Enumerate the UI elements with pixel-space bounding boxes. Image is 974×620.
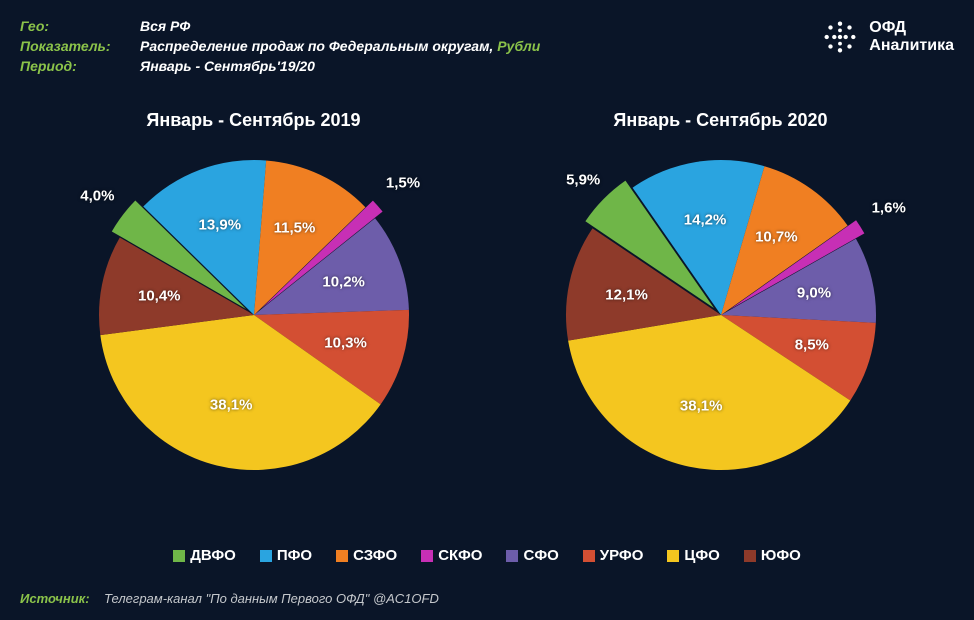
slice-label: 4,0%	[80, 188, 114, 205]
slice-label: 13,9%	[199, 217, 242, 234]
legend-label: ПФО	[277, 547, 312, 564]
legend-swatch	[744, 550, 756, 562]
footer: Источник: Телеграм-канал "По данным Перв…	[20, 591, 439, 606]
header-value: Январь - Сентябрь'19/20	[140, 58, 540, 74]
charts-row: Январь - Сентябрь 2019 4,0% 13,9% 11,5% 1,5%…	[0, 110, 974, 485]
legend-swatch	[173, 550, 185, 562]
header-meta: Гео:Вся РФПоказатель:Распределение прода…	[20, 18, 540, 74]
header-value: Распределение продаж по Федеральным окру…	[140, 38, 540, 54]
chart-title: Январь - Сентябрь 2020	[613, 110, 827, 131]
legend-item: ЦФО	[667, 547, 719, 564]
slice-label: 1,6%	[872, 200, 906, 217]
header-value: Вся РФ	[140, 18, 540, 34]
brand-logo: ОФД Аналитика	[821, 18, 954, 56]
slice-label: 14,2%	[684, 212, 727, 229]
pie-wrap: 5,9%14,2%10,7%1,6%9,0%8,5%38,1%12,1%	[551, 145, 891, 485]
header-label: Период:	[20, 58, 140, 74]
legend-label: ЦФО	[684, 547, 719, 564]
header-label: Показатель:	[20, 38, 140, 54]
legend-swatch	[667, 550, 679, 562]
slice-label: 10,2%	[322, 273, 365, 290]
slice-label: 8,5%	[795, 336, 829, 353]
legend-swatch	[506, 550, 518, 562]
brand-line2: Аналитика	[869, 37, 954, 55]
slice-label: 1,5%	[386, 175, 420, 192]
footer-text: Телеграм-канал "По данным Первого ОФД" @…	[104, 591, 439, 606]
brand-line1: ОФД	[869, 19, 954, 37]
legend-item: ДВФО	[173, 547, 236, 564]
brand-dots-icon	[821, 18, 859, 56]
slice-label: 11,5%	[274, 220, 316, 237]
slice-label: 5,9%	[566, 171, 600, 188]
legend-item: ЮФО	[744, 547, 801, 564]
slice-label: 9,0%	[797, 284, 831, 301]
legend-item: УРФО	[583, 547, 644, 564]
legend-label: СФО	[523, 547, 558, 564]
legend-label: СЗФО	[353, 547, 397, 564]
legend-swatch	[421, 550, 433, 562]
legend-item: СФО	[506, 547, 558, 564]
slice-label: 10,7%	[755, 228, 798, 245]
slice-label: 12,1%	[605, 286, 648, 303]
pie-chart: Январь - Сентябрь 2020 5,9% 14,2% 10,7% 1,6%…	[501, 110, 941, 485]
pie-svg	[551, 145, 891, 485]
pie-wrap: 4,0%13,9%11,5%1,5%10,2%10,3%38,1%10,4%	[84, 145, 424, 485]
legend-swatch	[336, 550, 348, 562]
legend-swatch	[583, 550, 595, 562]
chart-title: Январь - Сентябрь 2019	[146, 110, 360, 131]
legend-label: ДВФО	[190, 547, 236, 564]
header: Гео:Вся РФПоказатель:Распределение прода…	[20, 18, 954, 74]
legend-label: СКФО	[438, 547, 482, 564]
slice-label: 38,1%	[680, 397, 723, 414]
legend-swatch	[260, 550, 272, 562]
slice-label: 10,4%	[138, 288, 181, 305]
legend: ДВФО ПФО СЗФО СКФО СФО УРФО ЦФО ЮФО	[0, 547, 974, 564]
slice-label: 10,3%	[324, 334, 367, 351]
header-label: Гео:	[20, 18, 140, 34]
legend-item: СЗФО	[336, 547, 397, 564]
pie-chart: Январь - Сентябрь 2019 4,0% 13,9% 11,5% 1,5%…	[34, 110, 474, 485]
legend-label: ЮФО	[761, 547, 801, 564]
pie-svg	[84, 145, 424, 485]
legend-item: СКФО	[421, 547, 482, 564]
slice-label: 38,1%	[210, 397, 253, 414]
footer-label: Источник:	[20, 591, 90, 606]
legend-item: ПФО	[260, 547, 312, 564]
legend-label: УРФО	[600, 547, 644, 564]
brand-text: ОФД Аналитика	[869, 19, 954, 56]
